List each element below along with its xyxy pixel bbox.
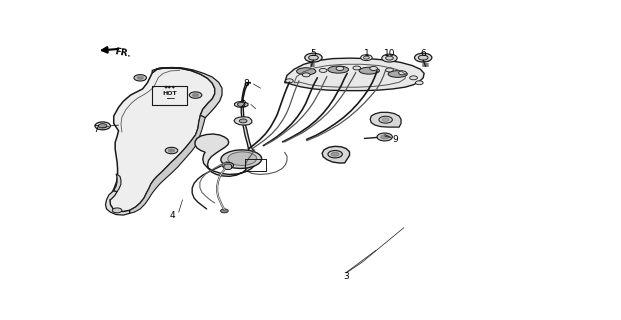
- Circle shape: [239, 119, 247, 123]
- Polygon shape: [130, 115, 205, 213]
- Circle shape: [419, 55, 428, 60]
- Polygon shape: [114, 174, 121, 192]
- Circle shape: [302, 73, 310, 77]
- Text: 5: 5: [310, 49, 316, 58]
- Circle shape: [98, 124, 107, 128]
- Circle shape: [137, 76, 143, 80]
- Text: ━━━: ━━━: [166, 96, 175, 100]
- Circle shape: [309, 55, 319, 60]
- Polygon shape: [234, 117, 252, 125]
- Circle shape: [379, 116, 392, 123]
- Polygon shape: [106, 191, 130, 215]
- Text: HOT: HOT: [163, 91, 178, 96]
- Circle shape: [369, 67, 378, 70]
- Circle shape: [386, 68, 393, 72]
- Circle shape: [353, 66, 361, 70]
- Text: 4: 4: [170, 211, 175, 220]
- Circle shape: [189, 92, 202, 98]
- Circle shape: [168, 149, 175, 152]
- Circle shape: [95, 122, 111, 130]
- Circle shape: [222, 162, 233, 168]
- Circle shape: [382, 54, 397, 62]
- Circle shape: [220, 209, 229, 213]
- Circle shape: [381, 135, 389, 139]
- Text: ✦✦✦: ✦✦✦: [164, 86, 176, 91]
- Circle shape: [331, 152, 339, 156]
- Circle shape: [134, 75, 147, 81]
- Circle shape: [336, 67, 344, 70]
- Text: 2: 2: [241, 100, 247, 109]
- Polygon shape: [370, 112, 401, 127]
- Text: 9: 9: [392, 135, 398, 144]
- Circle shape: [305, 53, 322, 62]
- Circle shape: [165, 147, 178, 154]
- Circle shape: [386, 56, 393, 60]
- Text: FR.: FR.: [114, 47, 132, 59]
- Circle shape: [319, 68, 327, 72]
- Circle shape: [328, 150, 342, 158]
- Circle shape: [399, 71, 406, 75]
- Circle shape: [414, 53, 432, 62]
- Text: 7: 7: [93, 124, 99, 133]
- Circle shape: [415, 81, 423, 85]
- Text: 1: 1: [363, 49, 369, 58]
- Ellipse shape: [297, 68, 316, 75]
- Text: 6: 6: [420, 49, 426, 58]
- Text: 8: 8: [243, 79, 249, 89]
- Circle shape: [112, 208, 122, 213]
- Polygon shape: [110, 68, 215, 212]
- Polygon shape: [152, 68, 222, 118]
- Ellipse shape: [359, 67, 379, 74]
- Polygon shape: [235, 101, 248, 108]
- Circle shape: [237, 102, 245, 107]
- Ellipse shape: [221, 150, 261, 168]
- Circle shape: [363, 56, 369, 59]
- Ellipse shape: [228, 152, 256, 165]
- Polygon shape: [224, 164, 232, 170]
- Polygon shape: [195, 82, 256, 176]
- Circle shape: [361, 55, 372, 60]
- Polygon shape: [284, 58, 424, 91]
- Ellipse shape: [388, 71, 407, 77]
- Circle shape: [377, 133, 392, 141]
- Circle shape: [383, 118, 389, 121]
- Text: 3: 3: [343, 272, 349, 281]
- Ellipse shape: [328, 66, 348, 73]
- Circle shape: [192, 93, 199, 97]
- Text: 10: 10: [384, 49, 395, 58]
- Circle shape: [286, 79, 293, 83]
- Circle shape: [410, 76, 417, 80]
- Polygon shape: [322, 146, 350, 163]
